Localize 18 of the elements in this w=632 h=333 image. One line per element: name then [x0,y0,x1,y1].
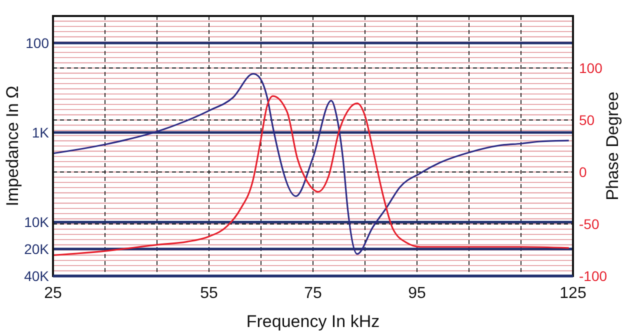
x-tick-label: 75 [304,285,322,302]
x-axis-title: Frequency In kHz [246,312,380,331]
y-tick-label: 40K [24,268,50,284]
y2-axis-title: Phase Degree [603,92,622,200]
y-tick-label: 1K [32,124,50,140]
y-axis-title: Impedance In Ω [3,86,22,206]
x-tick-label: 25 [44,285,62,302]
x-tick-label: 95 [408,285,426,302]
y2-tick-label: -100 [579,268,608,284]
y2-tick-label: 50 [579,112,595,128]
y2-tick-label: 100 [579,60,603,76]
y-tick-label: 100 [26,34,50,51]
x-tick-label: 55 [200,285,218,302]
y-tick-label: 20K [24,240,50,257]
x-tick-label: 125 [560,285,586,302]
y2-tick-label: -50 [579,216,600,232]
y2-tick-label: 0 [579,164,587,180]
y-tick-label: 10K [24,214,50,230]
